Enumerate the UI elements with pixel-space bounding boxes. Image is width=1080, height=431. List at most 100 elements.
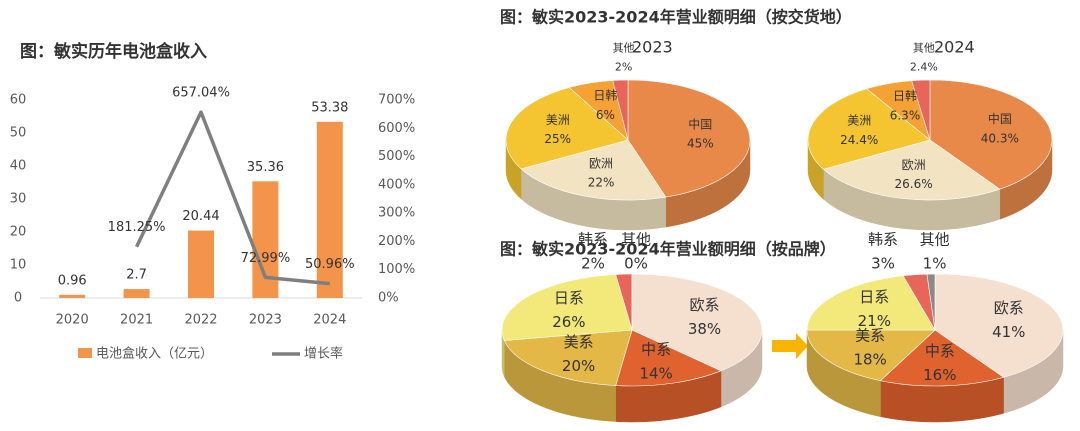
pie-category-label: 其他 — [920, 231, 950, 249]
y2-tick-label: 100% — [378, 262, 415, 277]
pie-category-label: 欧系 — [994, 299, 1024, 317]
y2-tick-label: 0% — [378, 291, 399, 306]
pie-value-label: 24.4% — [840, 133, 878, 147]
line-value-label: 657.04% — [172, 86, 230, 101]
pie-category-label: 日韩 — [593, 88, 617, 103]
bar-value-label: 20.44 — [182, 209, 219, 224]
pie-value-label: 38% — [688, 320, 721, 338]
y-tick-label: 50 — [10, 126, 27, 141]
pie-category-label: 其他 — [913, 41, 935, 54]
pie-value-label: 41% — [992, 323, 1025, 341]
legend-swatch — [78, 348, 92, 358]
x-tick-label: 2024 — [313, 313, 346, 328]
pie-category-label: 美洲 — [546, 113, 570, 127]
pie-slice — [631, 273, 763, 372]
pie-slice — [627, 79, 751, 198]
pie-slice — [934, 273, 1064, 378]
y2-tick-label: 300% — [378, 206, 415, 221]
pie-value-label: 21% — [858, 312, 891, 330]
pie-category-label: 其他 — [613, 41, 635, 54]
y2-tick-label: 700% — [378, 93, 415, 108]
line-value-label: 72.99% — [241, 251, 291, 266]
y-tick-label: 0 — [14, 291, 22, 306]
pie-slice — [615, 329, 722, 387]
pie-slice — [503, 329, 633, 386]
bar — [59, 294, 86, 298]
pie-value-label: 0% — [624, 255, 648, 273]
y2-tick-label: 200% — [378, 234, 415, 249]
pie-slice — [926, 273, 936, 331]
bar-value-label: 0.96 — [58, 273, 87, 288]
pie-value-label: 18% — [853, 351, 886, 369]
chart-subtitle: 2023 — [632, 38, 673, 57]
y-tick-label: 40 — [10, 159, 27, 174]
y2-tick-label: 400% — [378, 177, 415, 192]
bar-value-label: 53.38 — [311, 100, 348, 115]
x-tick-label: 2023 — [249, 313, 282, 328]
y2-tick-label: 600% — [378, 121, 415, 136]
pie-value-label: 14% — [639, 364, 672, 382]
pie-category-label: 中国 — [988, 111, 1012, 126]
y2-tick-label: 500% — [378, 149, 415, 164]
bar-value-label: 35.36 — [247, 160, 284, 175]
x-tick-label: 2021 — [120, 313, 153, 328]
line — [135, 110, 330, 286]
pie-value-label: 20% — [562, 357, 595, 375]
bar — [123, 289, 150, 298]
arrow — [772, 333, 808, 359]
chart-title: 图：敏实2023-2024年营业额明细（按交货地） — [500, 8, 852, 27]
legend-label: 电池盒收入（亿元） — [96, 346, 213, 362]
pie-slice — [806, 329, 936, 381]
pie-slice — [806, 275, 936, 331]
pie-category-label: 中系 — [925, 342, 955, 360]
pie-slice — [501, 274, 633, 341]
y-tick-label: 30 — [10, 192, 27, 207]
x-tick-label: 2022 — [184, 313, 217, 328]
pie-value-label: 26% — [552, 313, 585, 331]
pie-value-label: 6.3% — [890, 108, 921, 122]
pie-value-label: 1% — [923, 255, 947, 273]
pie-category-label: 日系 — [554, 289, 584, 307]
pie-category-label: 美系 — [564, 333, 594, 351]
pie-slice — [612, 79, 629, 141]
y-tick-label: 20 — [10, 225, 27, 240]
pie-value-label: 45% — [687, 136, 714, 150]
bar — [316, 121, 343, 298]
pie-value-label: 26.6% — [895, 177, 933, 191]
pie-value-label: 16% — [923, 366, 956, 384]
bar-value-label: 2.7 — [126, 268, 147, 283]
pie-slice — [911, 79, 931, 141]
pie-category-label: 韩系 — [868, 231, 898, 249]
pie-category-label: 日韩 — [893, 88, 917, 103]
line-value-label: 50.96% — [305, 257, 355, 272]
y-tick-label: 60 — [10, 93, 27, 108]
line-value-label: 181.25% — [108, 220, 166, 235]
pie-category-label: 中国 — [688, 116, 712, 131]
pie-value-label: 22% — [588, 176, 615, 190]
pie-category-label: 美系 — [855, 327, 885, 345]
pie-slice — [520, 139, 667, 201]
pie-value-label: 6% — [596, 108, 615, 122]
pie-category-label: 欧洲 — [902, 158, 926, 172]
pie-category-label: 欧系 — [690, 296, 720, 314]
pie-value-label: 40.3% — [981, 131, 1019, 145]
pie-category-label: 其他 — [621, 231, 651, 249]
pie-value-label: 2% — [581, 255, 605, 273]
pie-value-label: 3% — [871, 255, 895, 273]
pie-category-label: 日系 — [859, 288, 889, 306]
legend-label: 增长率 — [304, 346, 343, 362]
pie-slice — [929, 79, 1053, 190]
pie-slice — [807, 88, 931, 170]
pie-value-label: 2.4% — [910, 61, 938, 74]
pie-category-label: 欧洲 — [589, 156, 613, 170]
chart-title: 图：敏实2023-2024年营业额明细（按品牌） — [500, 240, 836, 259]
pie-value-label: 25% — [544, 132, 571, 146]
pie-category-label: 韩系 — [578, 231, 608, 249]
bar — [188, 230, 214, 298]
pie-slice — [822, 139, 1001, 201]
pie-slice — [879, 329, 1005, 387]
pie-slice — [505, 87, 629, 170]
pie-category-label: 中系 — [641, 340, 671, 358]
